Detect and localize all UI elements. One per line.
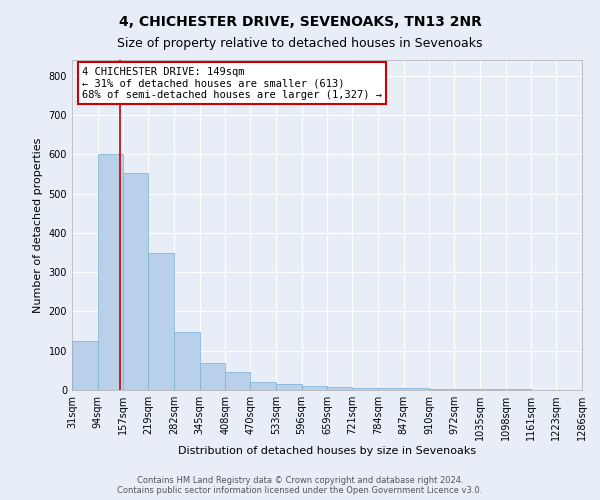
Bar [98, 154, 123, 390]
Bar [225, 372, 250, 390]
Bar [72, 341, 98, 390]
Bar [174, 332, 200, 390]
Y-axis label: Number of detached properties: Number of detached properties [33, 138, 43, 312]
Bar [480, 389, 506, 390]
Bar [302, 386, 327, 390]
Bar [352, 388, 378, 390]
Bar [454, 389, 480, 390]
Bar [404, 388, 429, 390]
Bar [148, 254, 174, 390]
Text: 4, CHICHESTER DRIVE, SEVENOAKS, TN13 2NR: 4, CHICHESTER DRIVE, SEVENOAKS, TN13 2NR [119, 15, 481, 29]
Text: 4 CHICHESTER DRIVE: 149sqm
← 31% of detached houses are smaller (613)
68% of sem: 4 CHICHESTER DRIVE: 149sqm ← 31% of deta… [82, 66, 382, 100]
Bar [123, 173, 148, 390]
Text: Size of property relative to detached houses in Sevenoaks: Size of property relative to detached ho… [117, 38, 483, 51]
Bar [276, 384, 302, 390]
Text: Contains HM Land Registry data © Crown copyright and database right 2024.
Contai: Contains HM Land Registry data © Crown c… [118, 476, 482, 495]
X-axis label: Distribution of detached houses by size in Sevenoaks: Distribution of detached houses by size … [178, 446, 476, 456]
Bar [506, 389, 531, 390]
Bar [250, 382, 276, 390]
Bar [200, 362, 225, 390]
Bar [327, 387, 352, 390]
Bar [378, 388, 404, 390]
Bar [429, 389, 454, 390]
